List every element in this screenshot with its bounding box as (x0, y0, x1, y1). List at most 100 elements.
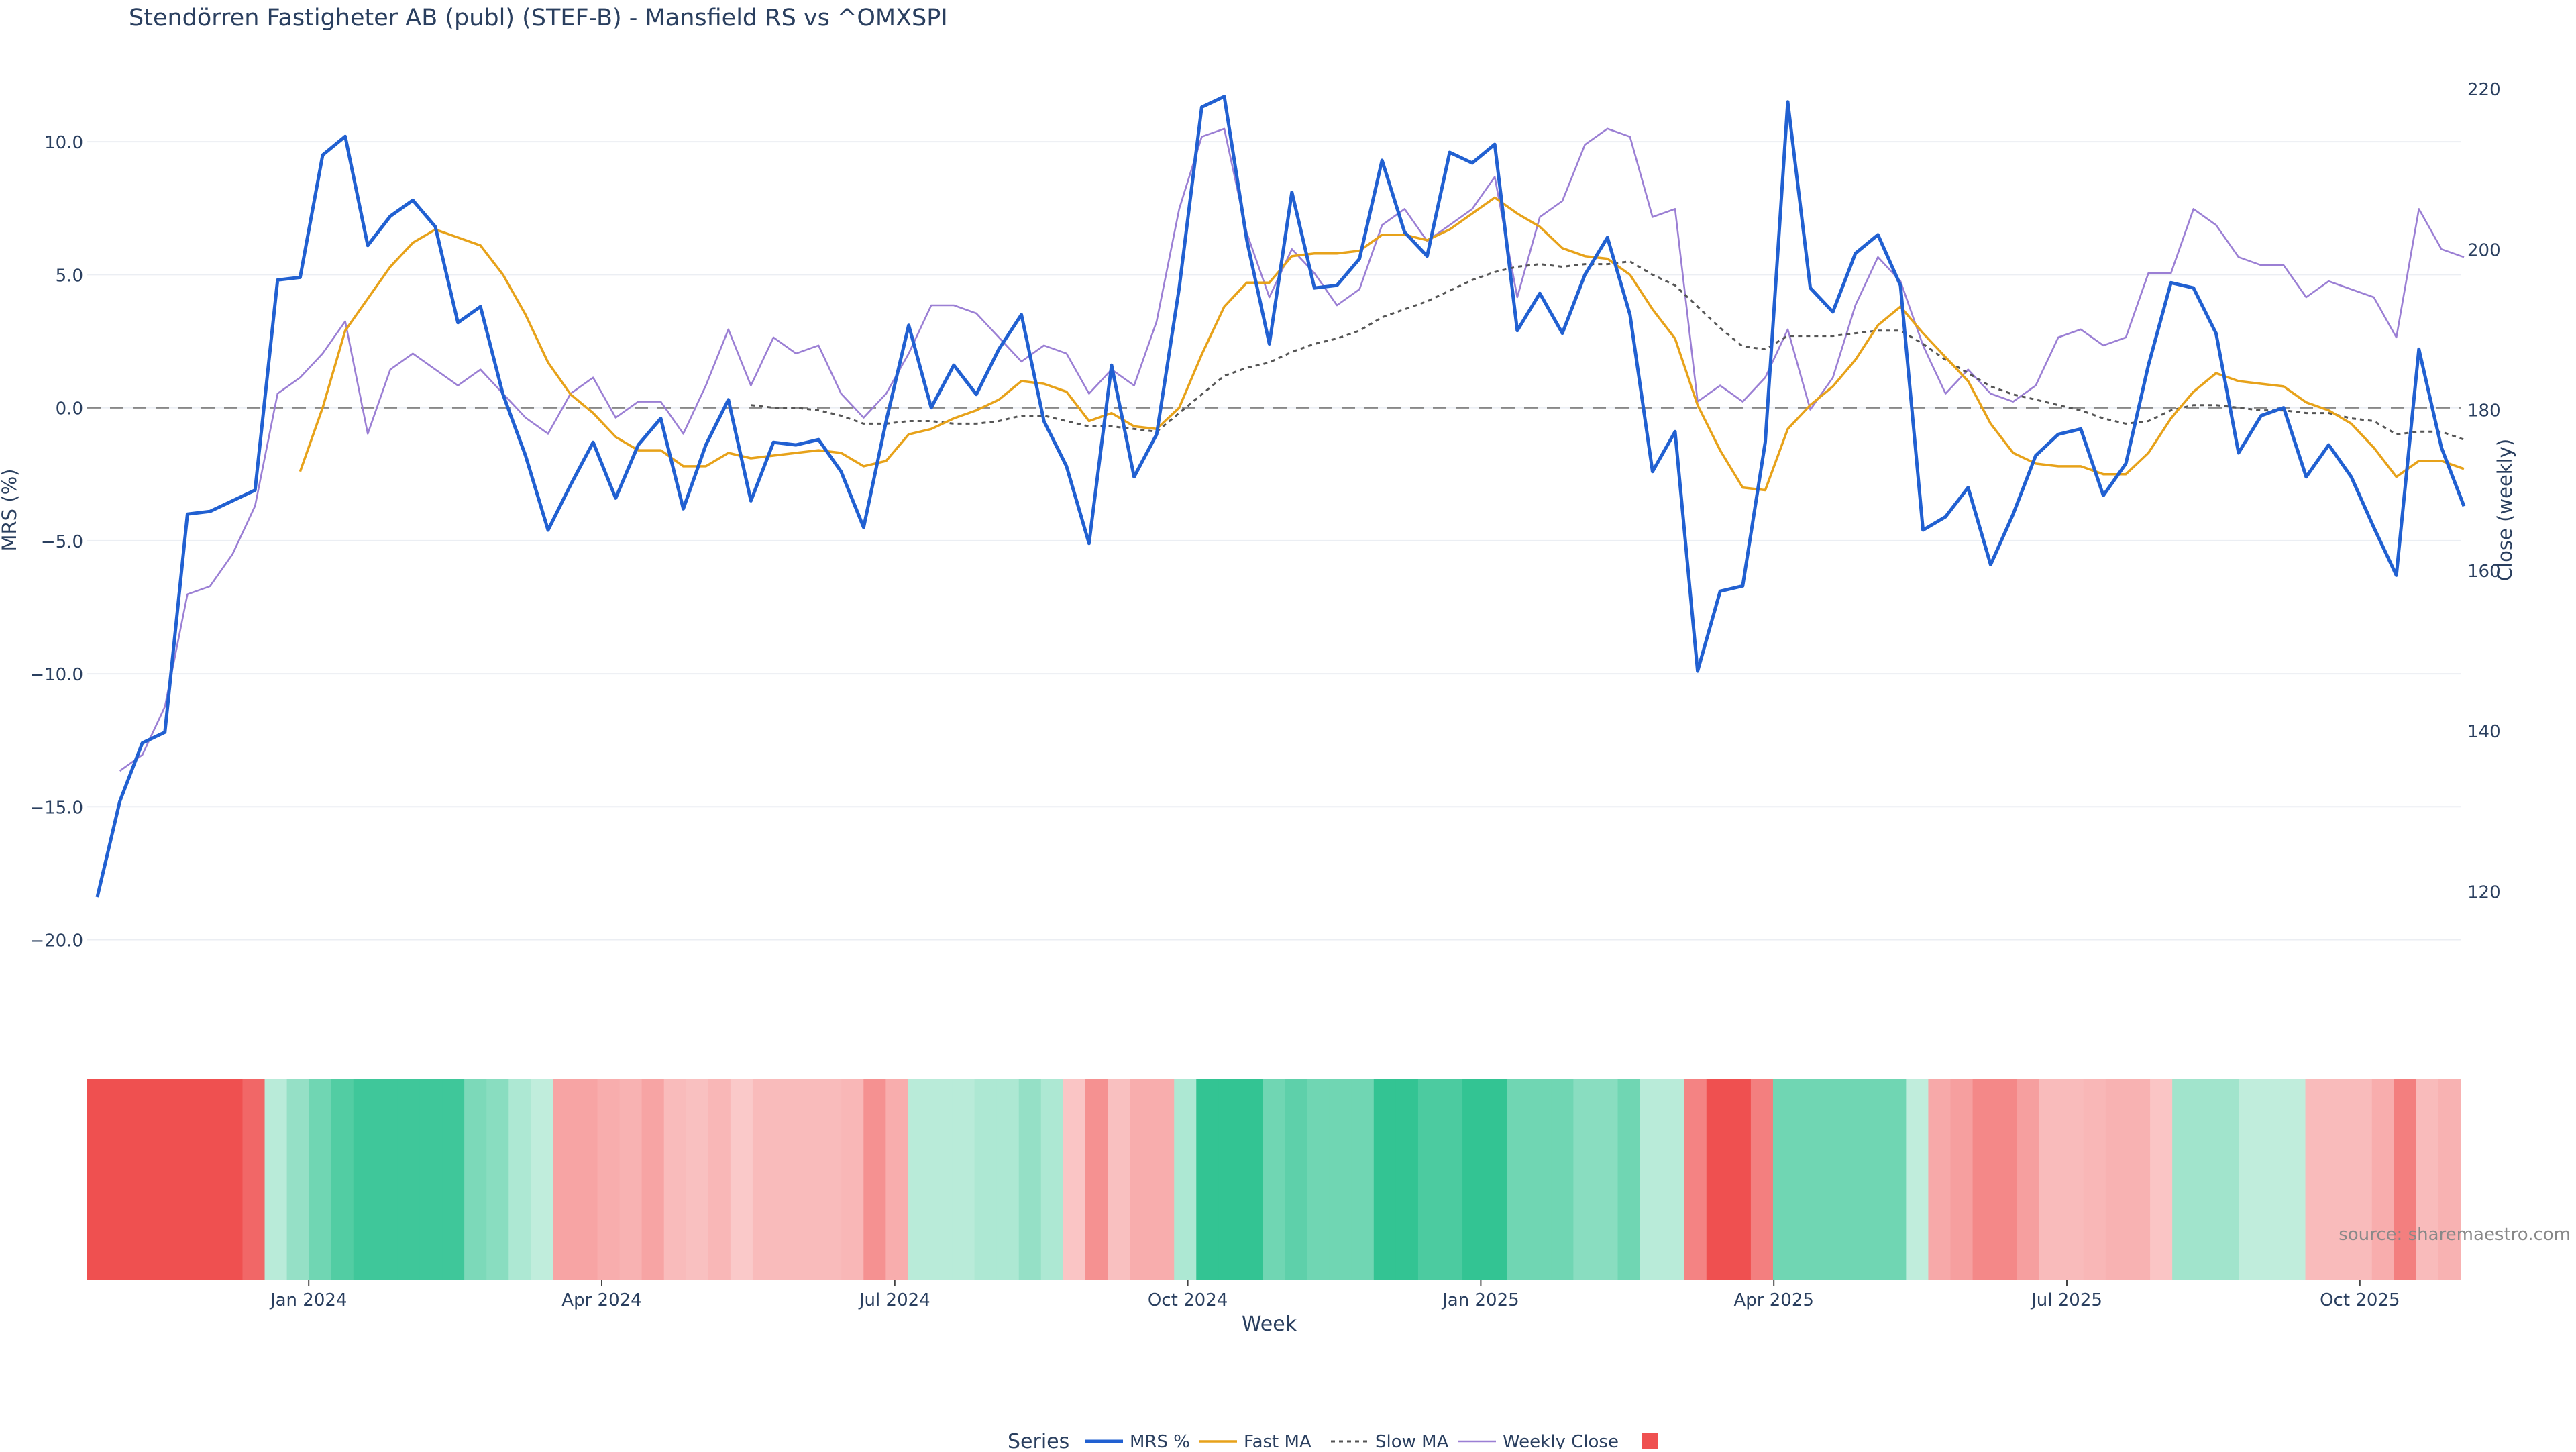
heatmap-cell (2416, 1079, 2439, 1280)
heatmap-cell (2261, 1079, 2284, 1280)
heatmap-cell (1395, 1079, 1419, 1280)
heatmap-cell (154, 1079, 177, 1280)
y-tick-label: −5.0 (41, 532, 83, 552)
legend: Series MRS % Fast MA Slow MA Weekly Close (1008, 1430, 1658, 1452)
source-annotation: source: sharemaestro.com (2339, 1225, 2571, 1245)
heatmap-cell (1440, 1079, 1463, 1280)
heatmap-cell (775, 1079, 798, 1280)
legend-title: Series (1008, 1430, 1069, 1449)
y-tick-label: −20.0 (30, 931, 83, 951)
heatmap-cell (797, 1079, 820, 1280)
y-axis-label: MRS (%) (0, 469, 21, 552)
heatmap-cell (1507, 1079, 1530, 1280)
heatmap-cell (1573, 1079, 1597, 1280)
legend-heatmap-swatch (1642, 1433, 1658, 1449)
legend-label: Slow MA (1375, 1432, 1449, 1449)
heatmap-cell (242, 1079, 266, 1280)
heatmap-cell (2083, 1079, 2106, 1280)
weekly-close-line (119, 127, 2465, 772)
heatmap-cell (1152, 1079, 1175, 1280)
heatmap-cell (974, 1079, 998, 1280)
heatmap-cell (575, 1079, 598, 1280)
heatmap-cell (1684, 1079, 1707, 1280)
heatmap-cell (2194, 1079, 2218, 1280)
heatmap-cell (264, 1079, 288, 1280)
heatmap-cell (641, 1079, 665, 1280)
heatmap-cell (1307, 1079, 1330, 1280)
heatmap-cell (1373, 1079, 1397, 1280)
heatmap-cell (1240, 1079, 1264, 1280)
y-tick-label: 5.0 (56, 266, 83, 286)
heatmap-cell (1529, 1079, 1552, 1280)
heatmap-cell (2172, 1079, 2196, 1280)
x-axis-label: Week (1242, 1312, 1297, 1336)
heatmap-cell (220, 1079, 244, 1280)
heatmap-cell (553, 1079, 576, 1280)
heatmap-cell (1551, 1079, 1574, 1280)
heatmap-cell (1928, 1079, 1951, 1280)
heatmap-cell (2349, 1079, 2373, 1280)
heatmap-cell (2305, 1079, 2328, 1280)
heatmap-cell (397, 1079, 421, 1280)
heatmap-cell (1750, 1079, 1774, 1280)
heatmap-cell (2438, 1079, 2461, 1280)
heatmap-cell (1950, 1079, 1974, 1280)
heatmap-cell (1595, 1079, 1619, 1280)
heatmap-cell (176, 1079, 199, 1280)
heatmap-cell (619, 1079, 643, 1280)
heatmap-cell (1351, 1079, 1375, 1280)
strength-heatmap (87, 1079, 2461, 1280)
y2-axis-label: Close (weekly) (2493, 439, 2516, 581)
heatmap-cell (353, 1079, 376, 1280)
heatmap-cell (375, 1079, 398, 1280)
heatmap-cell (2216, 1079, 2240, 1280)
heatmap-cell (1085, 1079, 1108, 1280)
heatmap-cell (1839, 1079, 1863, 1280)
heatmap-cell (1972, 1079, 1996, 1280)
heatmap-cell (930, 1079, 953, 1280)
heatmap-cell (2239, 1079, 2262, 1280)
heatmap-cell (752, 1079, 775, 1280)
heatmap-cell (1462, 1079, 1485, 1280)
y-tick-label: −10.0 (30, 665, 83, 685)
heatmap-cell (2039, 1079, 2062, 1280)
x-tick-label: Jan 2025 (1441, 1290, 1519, 1310)
heatmap-cell (1263, 1079, 1286, 1280)
heatmap-cell (2017, 1079, 2040, 1280)
x-tick-label: Apr 2025 (1733, 1290, 1813, 1310)
heatmap-cell (109, 1079, 132, 1280)
y2-tick-label: 180 (2467, 401, 2501, 421)
heatmap-cell (87, 1079, 110, 1280)
heatmap-cell (2394, 1079, 2417, 1280)
heatmap-cell (1108, 1079, 1130, 1280)
heatmap-cell (486, 1079, 510, 1280)
heatmap-cell (686, 1079, 709, 1280)
heatmap-cell (597, 1079, 621, 1280)
heatmap-cell (1994, 1079, 2018, 1280)
heatmap-cell (198, 1079, 221, 1280)
x-tick-label: Oct 2024 (1148, 1290, 1228, 1310)
heatmap-cell (2061, 1079, 2084, 1280)
fast-ma-line (299, 196, 2465, 492)
heatmap-cell (531, 1079, 554, 1280)
heatmap-cell (996, 1079, 1020, 1280)
heatmap-cell (1862, 1079, 1885, 1280)
series-layer (95, 95, 2466, 898)
heatmap-cell (2283, 1079, 2306, 1280)
heatmap-cell (1640, 1079, 1663, 1280)
heatmap-cell (885, 1079, 909, 1280)
x-tick-label: Jan 2024 (269, 1290, 347, 1310)
y-tick-label: 10.0 (44, 133, 83, 153)
x-tick-label: Oct 2025 (2320, 1290, 2400, 1310)
y2-tick-label: 200 (2467, 240, 2501, 260)
heatmap-cell (1218, 1079, 1242, 1280)
heatmap-cell (2128, 1079, 2151, 1280)
heatmap-cell (1728, 1079, 1752, 1280)
mrs-line (95, 95, 2466, 898)
heatmap-cell (286, 1079, 310, 1280)
heatmap-cell (1772, 1079, 1796, 1280)
heatmap-cell (442, 1079, 465, 1280)
heatmap-cell (1196, 1079, 1220, 1280)
